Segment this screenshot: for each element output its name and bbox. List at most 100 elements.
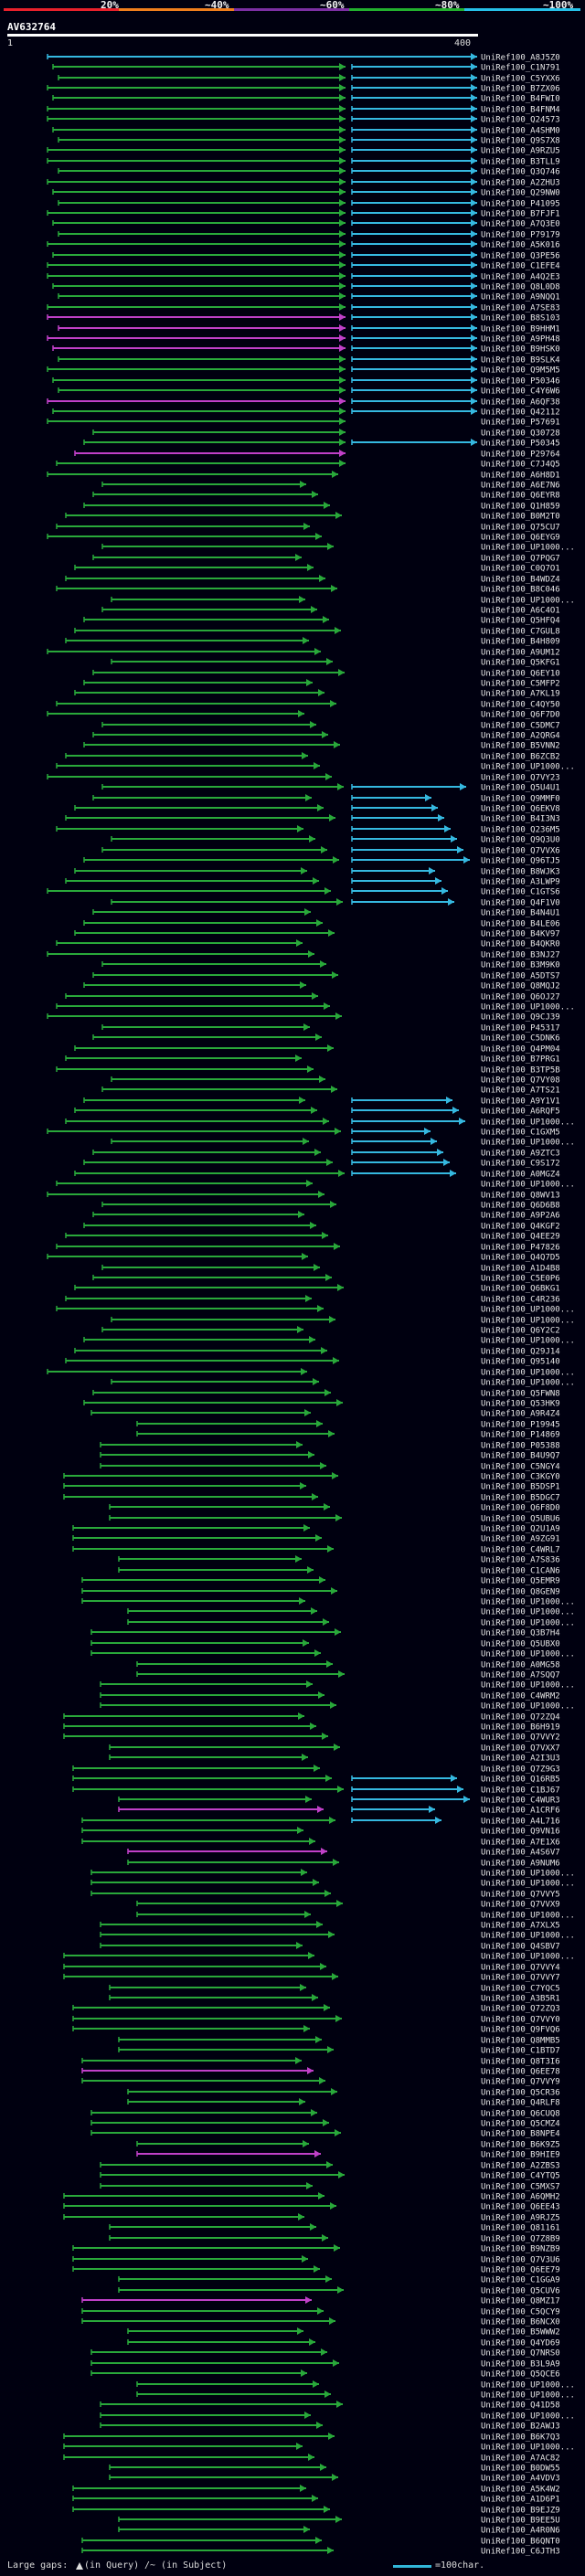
hit-label[interactable]: UniRef100_Q7VVY4 bbox=[481, 1964, 560, 1973]
hit-label[interactable]: UniRef100_UP1000... bbox=[481, 1379, 575, 1388]
hit-label[interactable]: UniRef100_B7ZX06 bbox=[481, 85, 560, 94]
hit-label[interactable]: UniRef100_C4QY50 bbox=[481, 701, 560, 710]
hit-label[interactable]: UniRef100_Q8MMB5 bbox=[481, 2037, 560, 2046]
hit-label[interactable]: UniRef100_A7TS21 bbox=[481, 1087, 560, 1096]
hit-label[interactable]: UniRef100_A8J5Z0 bbox=[481, 54, 560, 63]
hit-label[interactable]: UniRef100_C5QCY9 bbox=[481, 2308, 560, 2317]
hit-label[interactable]: UniRef100_B4U9Q7 bbox=[481, 1452, 560, 1461]
hit-label[interactable]: UniRef100_A9Y1V1 bbox=[481, 1097, 560, 1107]
hit-label[interactable]: UniRef100_Q4YD69 bbox=[481, 2339, 560, 2348]
hit-label[interactable]: UniRef100_Q6D6B8 bbox=[481, 1202, 560, 1211]
hit-label[interactable]: UniRef100_UP1000... bbox=[481, 1181, 575, 1190]
hit-label[interactable]: UniRef100_Q6OJ27 bbox=[481, 993, 560, 1002]
hit-label[interactable]: UniRef100_P29764 bbox=[481, 451, 560, 460]
hit-label[interactable]: UniRef100_B4N4U1 bbox=[481, 909, 560, 918]
hit-label[interactable]: UniRef100_B4I3N3 bbox=[481, 815, 560, 824]
hit-label[interactable]: UniRef100_B5DSP1 bbox=[481, 1483, 560, 1492]
hit-label[interactable]: UniRef100_C7J4Q5 bbox=[481, 461, 560, 470]
hit-label[interactable]: UniRef100_C5E0P6 bbox=[481, 1275, 560, 1284]
hit-label[interactable]: UniRef100_UP1000... bbox=[481, 1870, 575, 1879]
hit-label[interactable]: UniRef100_P41095 bbox=[481, 200, 560, 209]
hit-label[interactable]: UniRef100_B3TP5B bbox=[481, 1066, 560, 1076]
hit-label[interactable]: UniRef100_A9NQQ1 bbox=[481, 293, 560, 302]
hit-label[interactable]: UniRef100_Q6BKG1 bbox=[481, 1285, 560, 1294]
hit-label[interactable]: UniRef100_B6K7Q3 bbox=[481, 2433, 560, 2443]
hit-label[interactable]: UniRef100_A2QRG4 bbox=[481, 732, 560, 741]
hit-label[interactable]: UniRef100_Q5KFG1 bbox=[481, 659, 560, 668]
hit-label[interactable]: UniRef100_B6NCX0 bbox=[481, 2318, 560, 2327]
hit-label[interactable]: UniRef100_UP1000... bbox=[481, 1598, 575, 1607]
hit-label[interactable]: UniRef100_A9NUM6 bbox=[481, 1860, 560, 1869]
hit-label[interactable]: UniRef100_C1BTD7 bbox=[481, 2047, 560, 2056]
hit-label[interactable]: UniRef100_UP1000... bbox=[481, 1932, 575, 1941]
hit-label[interactable]: UniRef100_B4LE06 bbox=[481, 920, 560, 929]
hit-label[interactable]: UniRef100_B9HIE9 bbox=[481, 2151, 560, 2160]
hit-label[interactable]: UniRef100_B4WDZ4 bbox=[481, 576, 560, 585]
hit-label[interactable]: UniRef100_A3LWP9 bbox=[481, 878, 560, 887]
hit-label[interactable]: UniRef100_Q7Z9G3 bbox=[481, 1765, 560, 1775]
hit-label[interactable]: UniRef100_Q7PQG7 bbox=[481, 555, 560, 564]
hit-label[interactable]: UniRef100_A6QMH2 bbox=[481, 2193, 560, 2202]
hit-label[interactable]: UniRef100_B9NZB9 bbox=[481, 2245, 560, 2254]
hit-label[interactable]: UniRef100_Q8GEN9 bbox=[481, 1588, 560, 1597]
hit-label[interactable]: UniRef100_B9SLK4 bbox=[481, 356, 560, 366]
hit-label[interactable]: UniRef100_UP1000... bbox=[481, 1619, 575, 1628]
hit-label[interactable]: UniRef100_C3KGY0 bbox=[481, 1473, 560, 1482]
hit-label[interactable]: UniRef100_Q7VVX9 bbox=[481, 1901, 560, 1910]
hit-label[interactable]: UniRef100_Q6CUQ8 bbox=[481, 2110, 560, 2119]
hit-label[interactable]: UniRef100_Q6EY10 bbox=[481, 670, 560, 679]
hit-label[interactable]: UniRef100_UP1000... bbox=[481, 2381, 575, 2390]
hit-label[interactable]: UniRef100_B3M9K0 bbox=[481, 961, 560, 970]
hit-label[interactable]: UniRef100_B3TLL9 bbox=[481, 158, 560, 167]
hit-label[interactable]: UniRef100_P45317 bbox=[481, 1024, 560, 1034]
hit-label[interactable]: UniRef100_C1GXM5 bbox=[481, 1129, 560, 1138]
hit-label[interactable]: UniRef100_A6E7N6 bbox=[481, 482, 560, 491]
hit-label[interactable]: UniRef100_C1BJ67 bbox=[481, 1786, 560, 1796]
hit-label[interactable]: UniRef100_C7YQC5 bbox=[481, 1985, 560, 1994]
hit-label[interactable]: UniRef100_A5K016 bbox=[481, 241, 560, 250]
hit-label[interactable]: UniRef100_A0MG58 bbox=[481, 1661, 560, 1670]
hit-label[interactable]: UniRef100_Q4SBV7 bbox=[481, 1943, 560, 1952]
hit-label[interactable]: UniRef100_Q8WV13 bbox=[481, 1192, 560, 1201]
hit-label[interactable]: UniRef100_Q7VVY0 bbox=[481, 2016, 560, 2025]
hit-label[interactable]: UniRef100_Q3Q746 bbox=[481, 168, 560, 177]
hit-label[interactable]: UniRef100_Q6F7D0 bbox=[481, 711, 560, 720]
hit-label[interactable]: UniRef100_B8S103 bbox=[481, 314, 560, 323]
hit-label[interactable]: UniRef100_B6H919 bbox=[481, 1723, 560, 1733]
hit-label[interactable]: UniRef100_B5VNN2 bbox=[481, 742, 560, 751]
hit-label[interactable]: UniRef100_P50346 bbox=[481, 377, 560, 387]
hit-label[interactable]: UniRef100_A7SE83 bbox=[481, 304, 560, 313]
hit-label[interactable]: UniRef100_B9EE5U bbox=[481, 2517, 560, 2526]
hit-label[interactable]: UniRef100_A4R0N6 bbox=[481, 2527, 560, 2536]
hit-label[interactable]: UniRef100_Q6EYR8 bbox=[481, 492, 560, 501]
hit-label[interactable]: UniRef100_C0Q7O1 bbox=[481, 565, 560, 574]
hit-label[interactable]: UniRef100_Q4PM04 bbox=[481, 1045, 560, 1055]
hit-label[interactable]: UniRef100_Q5HFQ4 bbox=[481, 617, 560, 626]
hit-label[interactable]: UniRef100_Q3B7H4 bbox=[481, 1629, 560, 1638]
hit-label[interactable]: UniRef100_C4WUR3 bbox=[481, 1797, 560, 1806]
hit-label[interactable]: UniRef100_A9P2A6 bbox=[481, 1212, 560, 1221]
hit-label[interactable]: UniRef100_A6QF38 bbox=[481, 398, 560, 408]
hit-label[interactable]: UniRef100_UP1000... bbox=[481, 1306, 575, 1315]
hit-label[interactable]: UniRef100_Q2U1A9 bbox=[481, 1525, 560, 1534]
hit-label[interactable]: UniRef100_Q7VVY7 bbox=[481, 1974, 560, 1983]
hit-label[interactable]: UniRef100_B6QNT0 bbox=[481, 2538, 560, 2547]
hit-label[interactable]: UniRef100_A4S6V7 bbox=[481, 1849, 560, 1858]
hit-label[interactable]: UniRef100_A5DTS7 bbox=[481, 972, 560, 981]
hit-label[interactable]: UniRef100_Q236M5 bbox=[481, 826, 560, 835]
hit-label[interactable]: UniRef100_UP1000... bbox=[481, 1953, 575, 1962]
hit-label[interactable]: UniRef100_P47826 bbox=[481, 1244, 560, 1253]
hit-label[interactable]: UniRef100_Q6EE43 bbox=[481, 2203, 560, 2212]
hit-label[interactable]: UniRef100_A7KL19 bbox=[481, 690, 560, 699]
hit-label[interactable]: UniRef100_A7SQQ7 bbox=[481, 1671, 560, 1680]
hit-label[interactable]: UniRef100_Q7Z8B9 bbox=[481, 2235, 560, 2244]
hit-label[interactable]: UniRef100_A2I3U3 bbox=[481, 1754, 560, 1764]
hit-label[interactable]: UniRef100_A1D4B8 bbox=[481, 1265, 560, 1274]
hit-label[interactable]: UniRef100_B5DGC7 bbox=[481, 1494, 560, 1503]
hit-label[interactable]: UniRef100_A1D6P1 bbox=[481, 2496, 560, 2505]
hit-label[interactable]: UniRef100_B0M2T0 bbox=[481, 513, 560, 522]
hit-label[interactable]: UniRef100_Q72ZQ3 bbox=[481, 2005, 560, 2014]
hit-label[interactable]: UniRef100_C5DMC7 bbox=[481, 722, 560, 731]
hit-label[interactable]: UniRef100_A6H8D1 bbox=[481, 472, 560, 481]
hit-label[interactable]: UniRef100_Q9MMF0 bbox=[481, 795, 560, 804]
